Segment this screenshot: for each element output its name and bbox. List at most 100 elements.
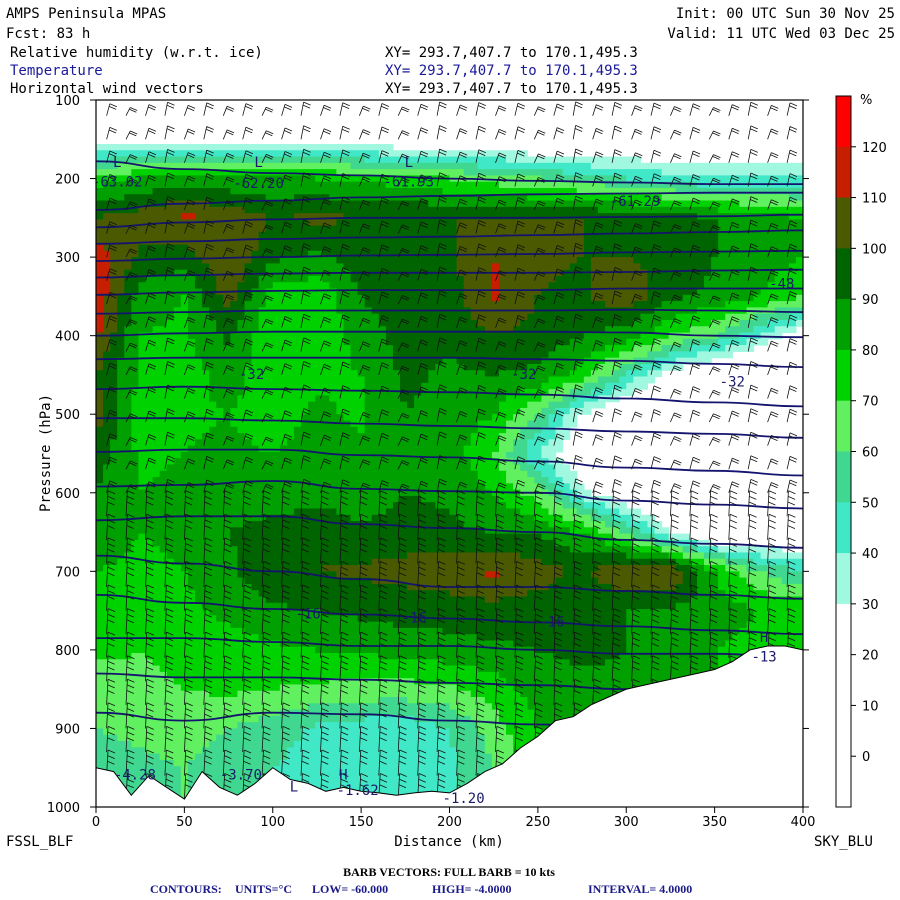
rh-cell (230, 326, 238, 334)
rh-cell (746, 345, 755, 352)
rh-cell (180, 433, 189, 440)
rh-cell (244, 206, 253, 214)
rh-cell (343, 426, 352, 434)
rh-cell (590, 282, 599, 290)
rh-cell (696, 238, 705, 246)
rh-cell (350, 200, 359, 208)
rh-cell (159, 439, 168, 447)
rh-cell (138, 382, 147, 390)
rh-cell (576, 194, 585, 202)
rh-cell (555, 187, 564, 195)
rh-cell (392, 225, 401, 233)
rh-cell (110, 426, 118, 434)
rh-cell (407, 175, 415, 183)
rh-cell (463, 213, 472, 220)
rh-cell (463, 294, 472, 302)
rh-cell (350, 282, 359, 290)
rh-cell (308, 395, 316, 403)
rh-cell (96, 213, 104, 220)
rh-cell (336, 376, 345, 384)
rh-cell (788, 326, 797, 334)
rh-cell (682, 351, 691, 359)
rh-cell (286, 206, 295, 214)
rh-cell (117, 395, 125, 403)
rh-cell (619, 282, 627, 290)
rh-cell (202, 326, 210, 334)
rh-cell (506, 219, 514, 227)
rh-cell (308, 282, 316, 290)
rh-cell (583, 282, 592, 290)
rh-cell (725, 206, 733, 214)
rh-cell (308, 407, 316, 415)
rh-cell (173, 458, 182, 466)
rh-cell (301, 470, 309, 478)
rh-cell (760, 326, 769, 334)
rh-cell (696, 326, 705, 334)
rh-cell (718, 345, 726, 352)
rh-cell (626, 326, 634, 334)
rh-cell (103, 269, 111, 277)
rh-cell (513, 169, 521, 177)
rh-cell (562, 414, 571, 422)
rh-cell (357, 363, 366, 371)
rh-cell (520, 370, 528, 378)
rh-cell (152, 231, 161, 239)
rh-cell (470, 458, 479, 466)
rh-cell (689, 194, 698, 202)
rh-cell (293, 420, 302, 428)
rh-cell (534, 389, 543, 396)
rh-cell (301, 464, 309, 472)
rh-cell (272, 156, 281, 164)
rh-cell (555, 433, 564, 440)
rh-cell (258, 313, 267, 321)
rh-cell (385, 433, 394, 440)
rh-cell (590, 288, 599, 296)
rh-cell (350, 345, 359, 352)
rh-cell (470, 420, 479, 428)
rh-cell (131, 231, 140, 239)
rh-cell (152, 175, 161, 183)
rh-cell (555, 395, 564, 403)
rh-cell (322, 288, 330, 296)
rh-cell (576, 483, 585, 491)
rh-cell (753, 181, 762, 189)
rh-cell (173, 194, 182, 202)
rh-cell (110, 433, 118, 440)
rh-cell (449, 451, 458, 459)
rh-cell (513, 156, 521, 164)
rh-cell (569, 288, 578, 296)
rh-cell (357, 263, 366, 271)
rh-cell (301, 301, 309, 308)
rh-cell (194, 351, 203, 359)
rh-cell (739, 194, 748, 202)
rh-cell (180, 338, 189, 346)
rh-cell (230, 257, 238, 264)
rh-cell (689, 345, 698, 352)
rh-cell (173, 470, 182, 478)
rh-cell (293, 263, 302, 271)
rh-cell (152, 345, 161, 352)
rh-cell (484, 483, 493, 491)
rh-cell (251, 376, 260, 384)
rh-cell (315, 376, 323, 384)
rh-cell (414, 219, 422, 227)
rh-cell (795, 319, 803, 327)
rh-cell (781, 169, 790, 177)
rh-cell (498, 458, 507, 466)
rh-cell (605, 376, 613, 384)
rh-cell (781, 175, 790, 183)
rh-cell (675, 326, 684, 334)
rh-cell (166, 420, 175, 428)
rh-cell (223, 175, 231, 183)
rh-cell (506, 238, 514, 246)
rh-cell (315, 143, 323, 151)
rh-cell (661, 319, 670, 327)
rh-cell (180, 426, 189, 434)
rh-cell (640, 345, 649, 352)
rh-cell (173, 181, 182, 189)
rh-cell (506, 345, 514, 352)
rh-cell (612, 231, 620, 239)
rh-cell (350, 382, 359, 390)
rh-cell (548, 464, 557, 472)
rh-cell (760, 162, 769, 170)
